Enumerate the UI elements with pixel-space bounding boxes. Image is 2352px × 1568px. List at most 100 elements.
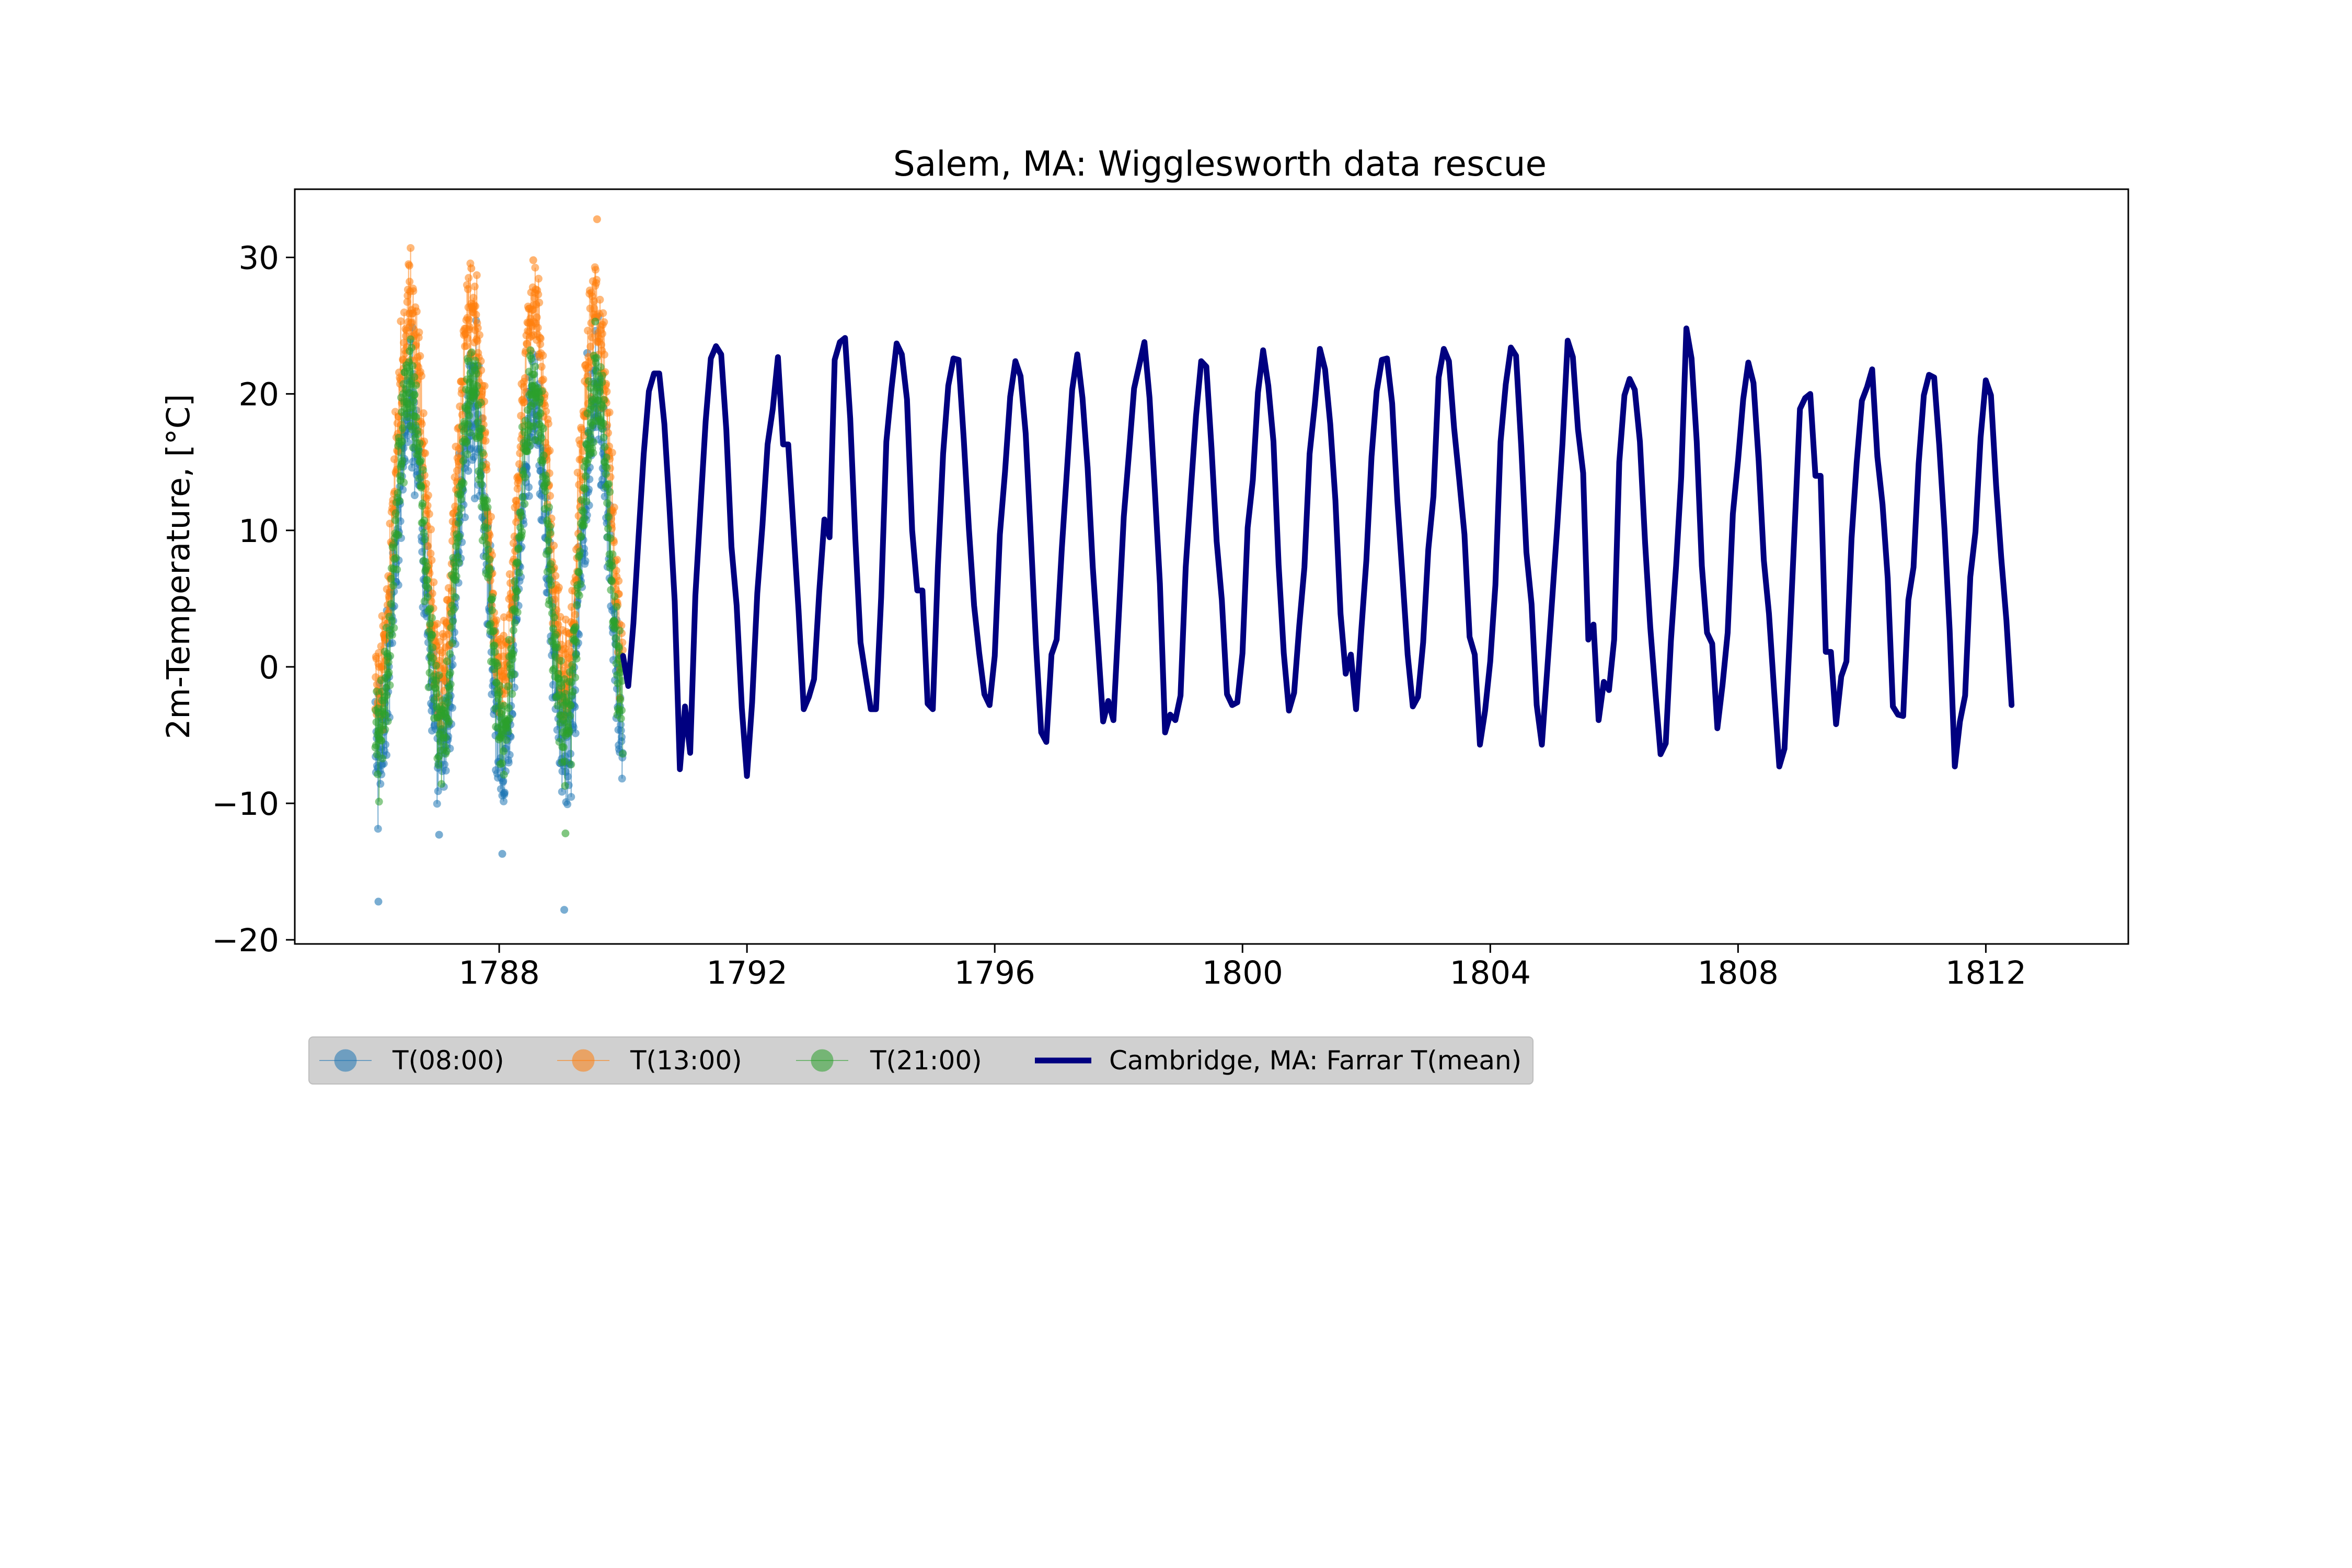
obs-point <box>412 307 421 316</box>
legend: T(08:00) T(13:00) T(21:00) Cambridge, MA… <box>308 1036 1534 1085</box>
obs-point <box>417 372 425 380</box>
x-tick-label: 1788 <box>458 954 539 991</box>
obs-point <box>487 513 495 521</box>
obs-point <box>374 825 382 833</box>
series-line-farrar <box>620 325 2015 779</box>
obs-point <box>549 681 557 689</box>
obs-point <box>596 295 604 304</box>
obs-point <box>390 455 398 464</box>
obs-point <box>410 491 419 500</box>
obs-point <box>469 453 478 461</box>
obs-point <box>618 775 626 783</box>
obs-point <box>434 787 442 795</box>
obs-point <box>375 649 383 657</box>
obs-connector <box>542 355 544 379</box>
obs-point <box>599 309 607 317</box>
chart-title: Salem, MA: Wigglesworth data rescue <box>893 144 1547 184</box>
legend-label-farrar: Cambridge, MA: Farrar T(mean) <box>1109 1045 1521 1076</box>
obs-point <box>539 375 548 384</box>
obs-connector <box>403 432 405 459</box>
obs-point <box>499 777 508 785</box>
legend-marker-dot <box>811 1049 834 1072</box>
obs-connector <box>596 280 598 315</box>
obs-point <box>505 570 514 579</box>
obs-point <box>418 420 426 428</box>
obs-point <box>505 751 514 759</box>
legend-entry-t1300: T(13:00) <box>557 1045 742 1076</box>
obs-point <box>433 620 441 628</box>
obs-point <box>418 548 426 556</box>
obs-point <box>394 447 402 456</box>
obs-point <box>571 729 580 737</box>
obs-point <box>428 556 436 564</box>
obs-point <box>492 616 501 625</box>
obs-point <box>555 583 563 592</box>
obs-point <box>419 409 428 418</box>
obs-point <box>385 668 393 677</box>
legend-label-t0800: T(08:00) <box>392 1045 504 1076</box>
obs-connector <box>550 533 551 564</box>
obs-point <box>525 492 533 500</box>
obs-point <box>373 751 381 759</box>
x-tick-label: 1800 <box>1202 954 1283 991</box>
obs-point <box>592 275 601 284</box>
obs-connector <box>568 732 570 764</box>
obs-point <box>378 754 387 763</box>
obs-point <box>442 766 450 775</box>
obs-point <box>388 639 397 647</box>
legend-label-t2100: T(21:00) <box>870 1045 982 1076</box>
x-axis: 1788 1792 1796 1800 1804 1808 1812 <box>458 944 2026 991</box>
obs-point <box>521 374 529 382</box>
obs-point-extreme <box>467 264 476 272</box>
obs-point-extreme <box>374 897 383 906</box>
obs-point <box>566 647 574 655</box>
obs-point <box>481 436 490 445</box>
obs-point <box>537 363 546 371</box>
obs-point <box>427 525 435 534</box>
obs-point <box>533 313 541 321</box>
obs-connector <box>396 502 397 535</box>
obs-point <box>608 448 616 457</box>
obs-point <box>590 304 598 313</box>
obs-point <box>383 691 391 699</box>
obs-point <box>615 577 623 585</box>
obs-connector <box>423 413 424 453</box>
obs-connector <box>457 429 458 458</box>
obs-point <box>424 491 432 500</box>
obs-point <box>513 485 522 493</box>
obs-point <box>567 793 575 801</box>
obs-point <box>534 274 543 283</box>
obs-connector <box>402 428 403 461</box>
obs-connector <box>492 597 493 632</box>
obs-point <box>578 425 586 434</box>
obs-point-extreme <box>526 352 534 360</box>
obs-point <box>515 460 523 468</box>
legend-entry-t2100: T(21:00) <box>796 1045 982 1076</box>
obs-point <box>384 717 392 725</box>
obs-point <box>551 572 560 580</box>
obs-point <box>566 654 574 663</box>
obs-point <box>407 244 415 252</box>
obs-point <box>534 324 542 332</box>
obs-point <box>403 298 411 306</box>
obs-point <box>513 501 521 509</box>
obs-point <box>600 350 608 359</box>
obs-point <box>610 503 618 512</box>
obs-point <box>424 542 432 550</box>
y-tick-label: −20 <box>212 922 279 959</box>
obs-point <box>598 329 607 338</box>
obs-point <box>465 274 473 282</box>
obs-point <box>618 750 627 758</box>
obs-point <box>421 449 430 457</box>
obs-point <box>408 318 416 327</box>
legend-marker-dot <box>334 1049 357 1072</box>
obs-point <box>375 798 383 806</box>
obs-point <box>618 733 626 741</box>
obs-point <box>441 760 449 769</box>
obs-connector <box>515 500 516 567</box>
obs-connector <box>621 664 624 754</box>
axes-frame <box>294 188 2129 945</box>
obs-point <box>534 290 543 298</box>
obs-point <box>416 352 424 360</box>
